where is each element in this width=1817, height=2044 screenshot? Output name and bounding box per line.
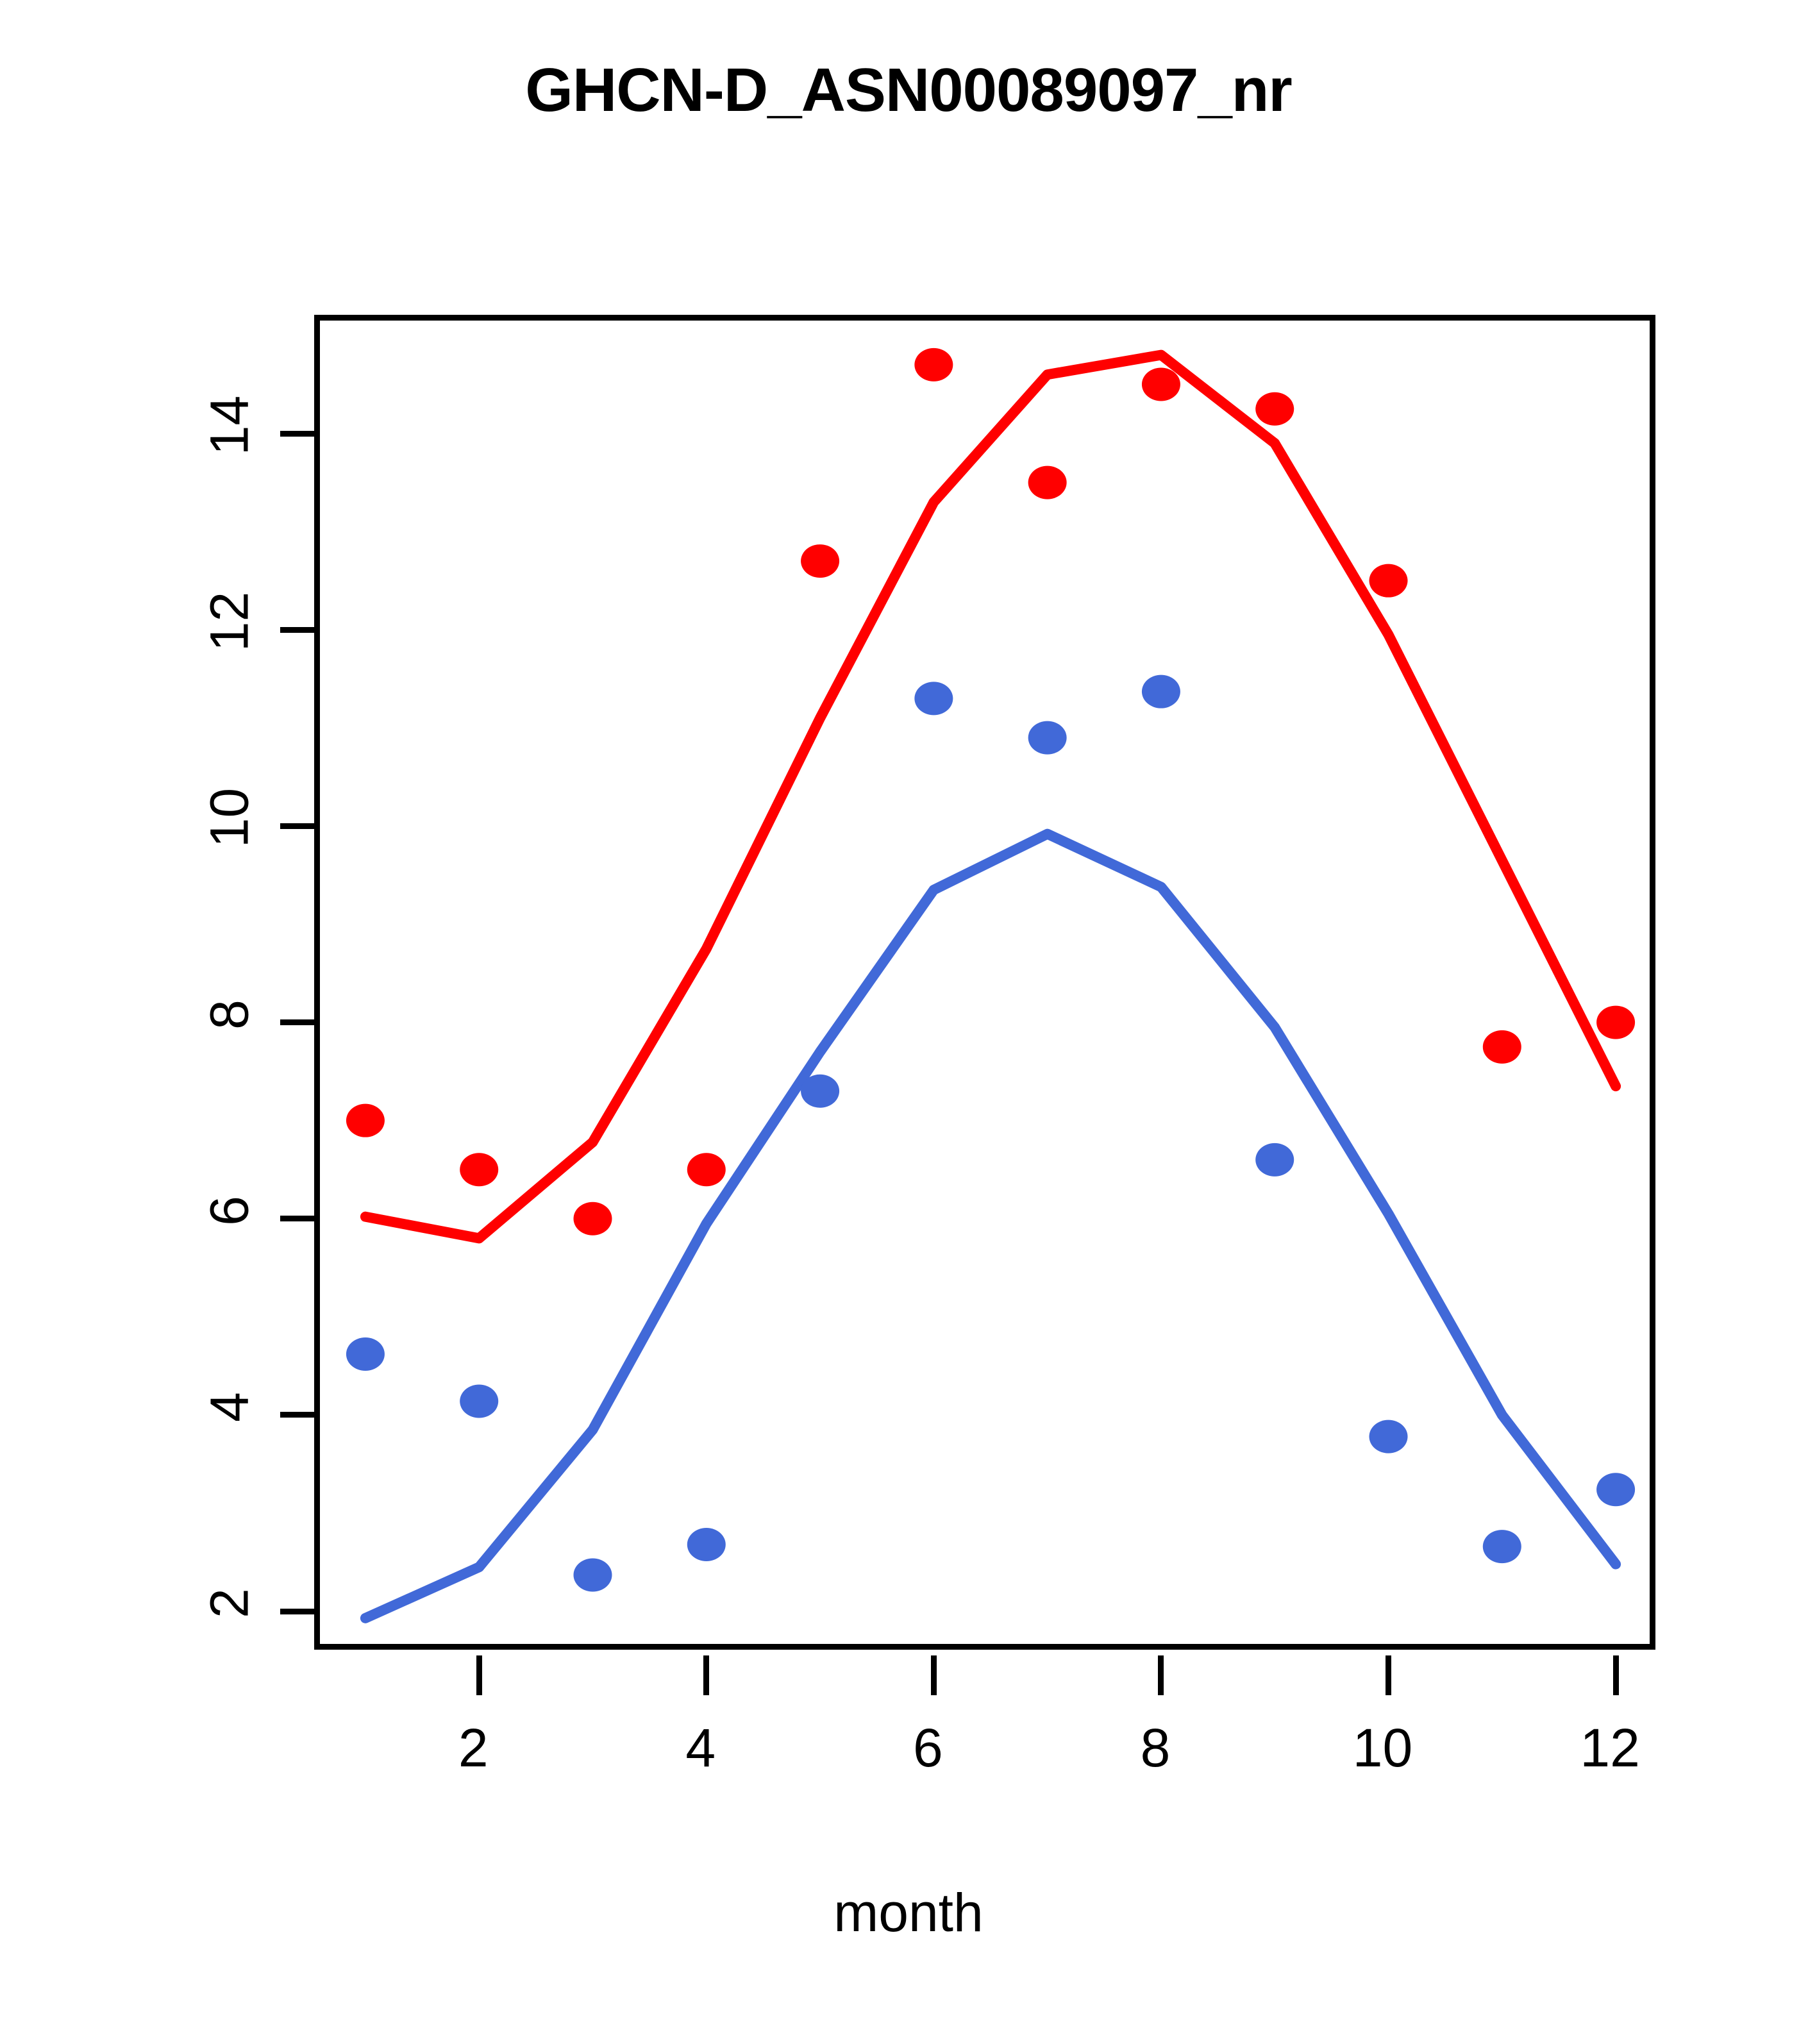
y-tick-mark	[280, 626, 320, 633]
data-point	[1028, 465, 1067, 499]
x-axis-label: month	[833, 1882, 984, 1943]
data-point	[1369, 564, 1408, 598]
data-point	[1482, 1030, 1521, 1064]
y-tick-mark	[280, 823, 320, 829]
y-tick-label: 10	[199, 788, 260, 848]
data-point	[1141, 367, 1180, 401]
data-point	[573, 1202, 612, 1236]
y-tick-mark	[280, 1412, 320, 1418]
data-point	[1028, 721, 1067, 755]
x-tick-mark	[703, 1655, 710, 1695]
x-tick-mark	[1158, 1655, 1164, 1695]
data-point	[460, 1153, 499, 1187]
x-tick-label: 8	[1140, 1718, 1171, 1778]
y-tick-label: 8	[199, 999, 260, 1030]
y-tick-mark	[280, 430, 320, 437]
x-tick-mark	[930, 1655, 937, 1695]
x-tick-label: 10	[1352, 1718, 1413, 1778]
data-point	[1369, 1420, 1408, 1453]
data-point	[1482, 1530, 1521, 1564]
data-point	[914, 348, 953, 381]
data-point	[573, 1558, 612, 1592]
data-point	[1596, 1473, 1636, 1507]
x-tick-label: 2	[458, 1718, 489, 1778]
y-tick-mark	[280, 1608, 320, 1614]
x-tick-mark	[1612, 1655, 1619, 1695]
data-point	[346, 1337, 385, 1371]
y-tick-mark	[280, 1019, 320, 1026]
data-point	[460, 1384, 499, 1418]
plot-canvas	[346, 348, 1636, 1623]
data-point	[687, 1153, 726, 1187]
data-point	[687, 1528, 726, 1562]
y-tick-label: 4	[199, 1392, 260, 1422]
data-point	[801, 1074, 840, 1108]
data-point	[914, 682, 953, 716]
data-point	[1255, 1143, 1294, 1177]
y-tick-label: 6	[199, 1195, 260, 1226]
y-tick-label: 2	[199, 1588, 260, 1618]
data-point	[1596, 1005, 1636, 1039]
data-point	[346, 1103, 385, 1137]
data-point	[1141, 674, 1180, 708]
page-title: GHCN-D_ASN00089097_nr	[525, 56, 1293, 124]
red-data-points	[346, 348, 1636, 1236]
blue-trend-line	[360, 828, 1621, 1623]
data-point	[801, 544, 840, 578]
blue-data-points	[346, 674, 1636, 1592]
plot-area	[280, 315, 1655, 1695]
y-tick-label: 14	[199, 395, 260, 456]
data-point	[1255, 392, 1294, 426]
x-tick-label: 6	[912, 1718, 943, 1778]
x-tick-label: 12	[1580, 1718, 1640, 1778]
red-trend-line	[360, 349, 1621, 1244]
x-tick-label: 4	[685, 1718, 716, 1778]
x-tick-mark	[476, 1655, 482, 1695]
y-tick-mark	[280, 1216, 320, 1222]
x-tick-mark	[1386, 1655, 1391, 1695]
y-tick-label: 12	[199, 592, 260, 652]
